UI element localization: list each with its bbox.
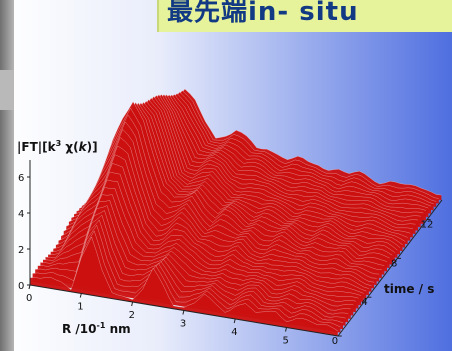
surface-mesh-line — [53, 187, 362, 296]
surface-mesh-line — [97, 99, 406, 242]
surface-mesh-line — [42, 210, 351, 311]
x-tick-label: 1 — [77, 302, 83, 313]
surface-mesh-line — [110, 94, 419, 222]
surface-mesh-line — [45, 205, 354, 307]
surface-mesh-line — [84, 102, 393, 256]
surface-mesh-line — [133, 88, 442, 196]
z-tick-label: 4 — [18, 209, 24, 220]
surface-mesh-line — [79, 107, 388, 262]
surface-mesh-line — [118, 94, 426, 211]
x-tick — [131, 301, 134, 307]
x-tick — [79, 293, 82, 298]
surface-mesh-line — [68, 137, 377, 279]
surface-mesh-line — [94, 100, 403, 245]
surface-mesh-line — [120, 94, 429, 209]
y-axis-line — [337, 199, 443, 337]
z-tick-label: 6 — [18, 173, 24, 184]
surface-mesh-line — [40, 214, 349, 315]
surface-mesh-line — [58, 171, 367, 292]
surface-mesh-line — [63, 154, 372, 286]
x-tick — [182, 310, 185, 315]
surface-mesh-line — [55, 179, 364, 294]
surface-mesh-line — [130, 90, 439, 199]
surface-mesh-line — [66, 145, 375, 283]
x-axis-line — [29, 284, 339, 337]
z-tick-label: 0 — [18, 281, 24, 292]
surface-mesh-line — [115, 94, 424, 214]
surface-mesh-line — [112, 94, 421, 218]
surface-mesh-line — [123, 94, 432, 207]
y-tick-label: 8 — [391, 258, 397, 269]
z-axis-label: |FT|[k3 χ(k)] — [17, 139, 98, 154]
x-tick — [233, 318, 236, 324]
x-tick — [285, 327, 287, 332]
left-edge-stripe — [0, 70, 14, 110]
x-tick-label: 3 — [180, 319, 186, 330]
x-tick-label: 5 — [283, 336, 289, 347]
z-tick-label: 2 — [18, 245, 24, 256]
slide-title: 最先端in- situ — [167, 0, 359, 27]
x-tick-label: 0 — [26, 293, 32, 304]
x-tick-label: 4 — [231, 327, 237, 338]
x-tick — [28, 284, 31, 290]
surface-mesh-line — [73, 121, 382, 270]
surface-mesh-line — [81, 101, 390, 259]
title-banner: 最先端in- situ — [157, 0, 452, 32]
left-edge-bar — [0, 0, 14, 351]
surface-mesh-line — [125, 93, 434, 205]
x-axis-label: R /10-1 nm — [62, 321, 131, 336]
surface-mesh-line — [32, 230, 341, 328]
surface-mesh-line — [89, 102, 398, 251]
surface-layer — [29, 88, 442, 336]
y-tick-label: 4 — [361, 297, 367, 308]
surface-mesh-line — [102, 96, 411, 234]
surface-mesh-line — [76, 114, 385, 266]
surface-mesh-line — [29, 236, 338, 332]
y-tick-label: 0 — [332, 336, 338, 347]
surface-mesh-line — [107, 94, 416, 225]
surface-mesh-line — [99, 97, 408, 238]
surface-mesh-line — [71, 129, 380, 275]
surface-mesh-line — [50, 194, 359, 299]
y-tick-label: 12 — [421, 220, 434, 231]
surface-mesh-line — [61, 163, 369, 289]
x-tick-label: 2 — [129, 310, 135, 321]
surface-mesh-line — [92, 101, 401, 248]
surface-mesh-line — [128, 91, 437, 202]
y-axis-label: time / s — [384, 282, 434, 296]
surface-mesh-line — [35, 224, 344, 323]
surface-mesh-line — [104, 95, 413, 229]
surface-mesh-line — [86, 102, 395, 253]
surface-mesh-line — [37, 219, 346, 319]
axes-layer: |FT|[k3 χ(k)] R /10-1 nm time / s 0 2 4 6 0 1… — [17, 139, 443, 347]
surface-mesh-line — [48, 200, 356, 302]
surface-ribbon — [30, 237, 338, 336]
